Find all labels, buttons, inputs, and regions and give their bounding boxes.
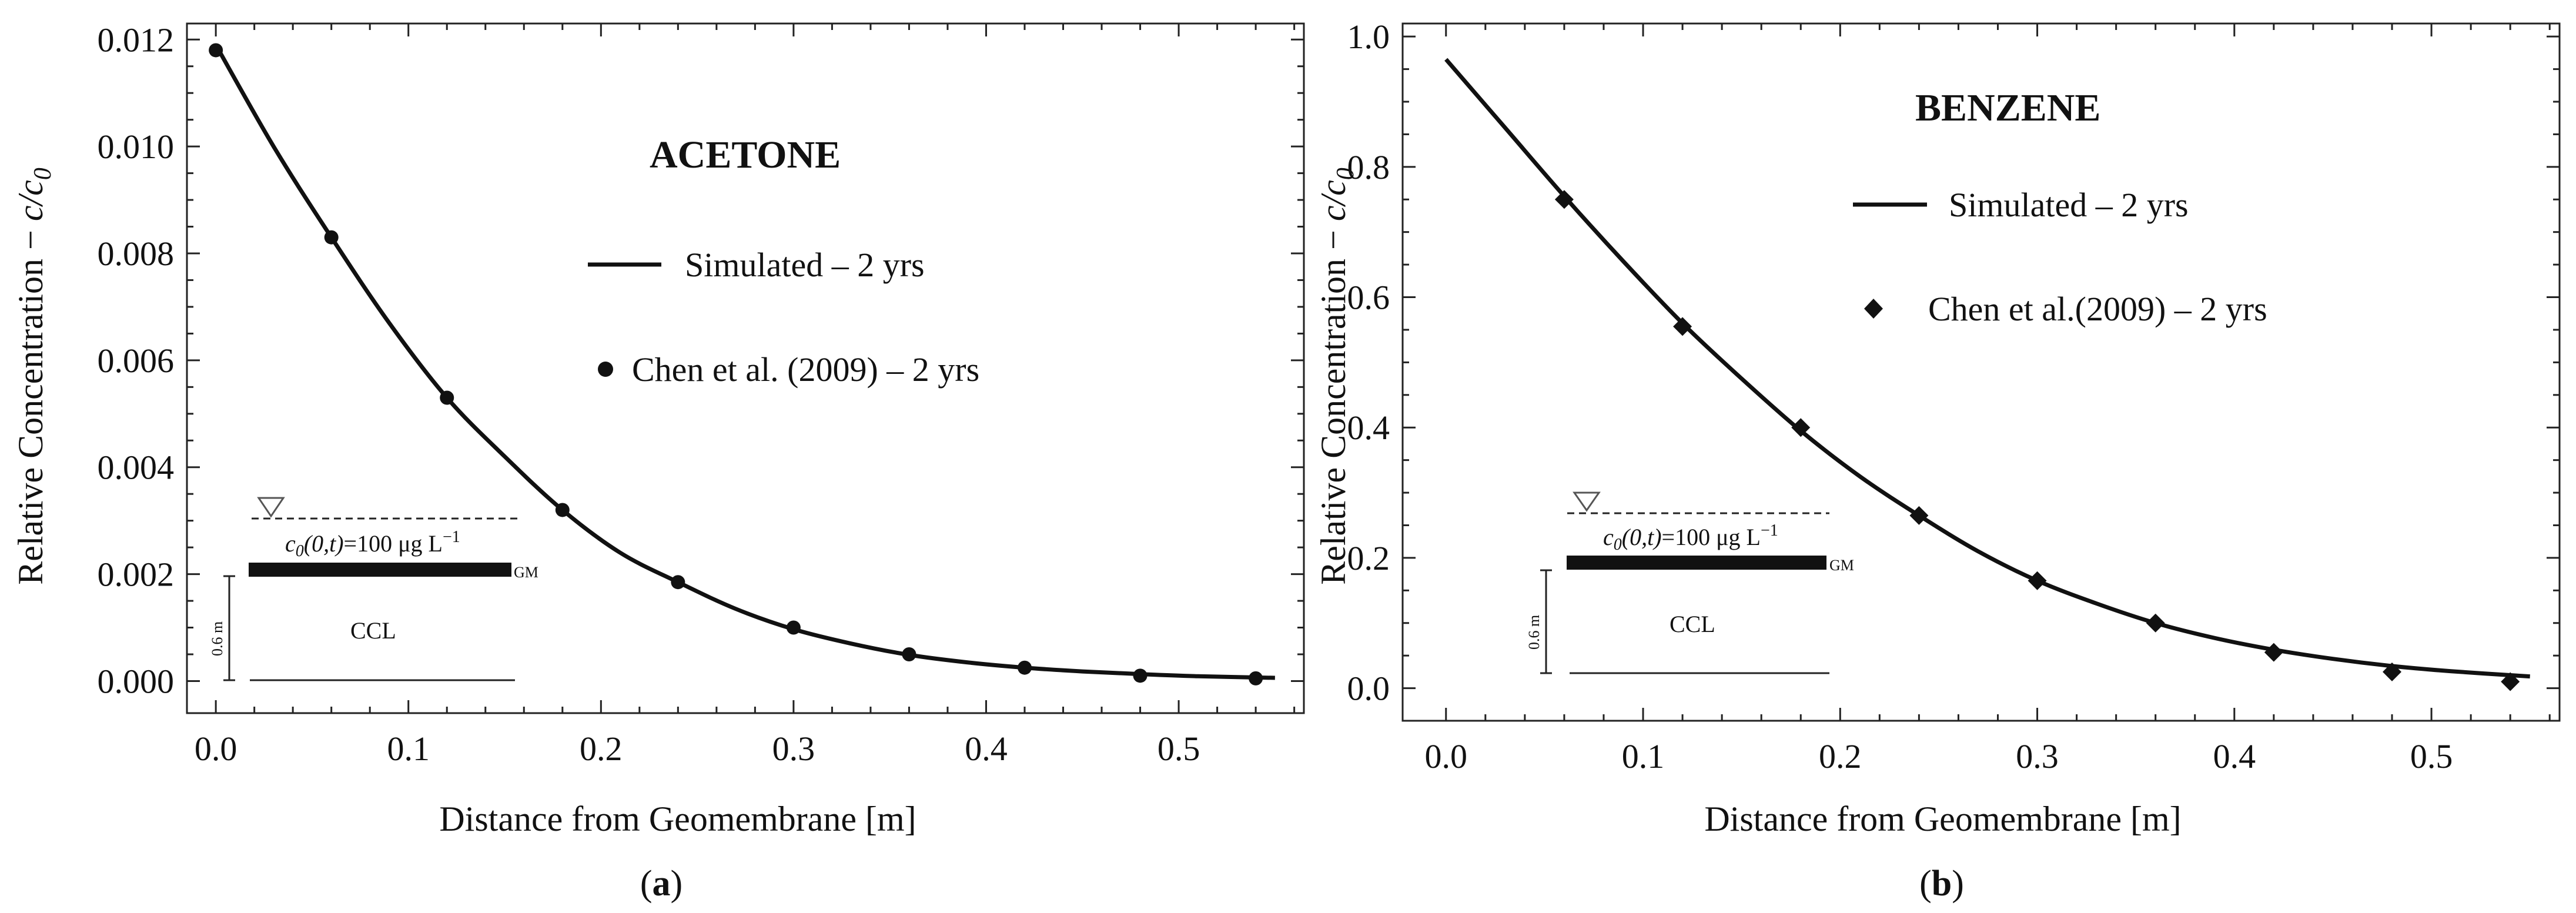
panel-b-y-tick-label: 0.4 bbox=[1347, 409, 1390, 447]
panel-a-y-tick-label: 0.002 bbox=[98, 556, 175, 594]
panel-a-x-tick-label: 0.4 bbox=[965, 730, 1008, 768]
panel-a-title: ACETONE bbox=[650, 133, 841, 176]
panel-a-data-point bbox=[555, 503, 570, 517]
panel-a-legend-label-simulated: Simulated – 2 yrs bbox=[685, 246, 925, 284]
panel-b-x-tick-label: 0.3 bbox=[2016, 737, 2059, 775]
panel-a-data-point bbox=[1249, 671, 1263, 685]
panel-b-data-point bbox=[2383, 662, 2402, 681]
panel-b-y-tick-label: 1.0 bbox=[1347, 18, 1390, 56]
panel-a-y-axis-label: Relative Concentration − c/c0 bbox=[11, 168, 56, 585]
panel-b-inset-gm-label: GM bbox=[1829, 557, 1854, 574]
panel-a-inset-gm-label: GM bbox=[514, 564, 538, 581]
panel-b-title: BENZENE bbox=[1915, 86, 2100, 129]
panel-b-data-point bbox=[2028, 571, 2047, 590]
panel-a-inset-c0-label: c0(0,t)=100 μg L−1 bbox=[285, 528, 460, 560]
panel-a-data-point bbox=[671, 575, 685, 590]
panel-a-data-point bbox=[786, 620, 801, 635]
panel-a-data-point bbox=[902, 647, 916, 661]
panel-b-legend: Simulated – 2 yrs Chen et al.(2009) – 2 … bbox=[1853, 186, 2267, 328]
panel-b-inset-ccl-label: CCL bbox=[1670, 611, 1715, 637]
panel-a-series-simulated-line bbox=[214, 44, 1275, 680]
panel-b-legend-label-simulated: Simulated – 2 yrs bbox=[1949, 186, 2189, 224]
panel-b-y-tick-label: 0.8 bbox=[1347, 148, 1390, 186]
panel-a: 0.0 0.1 0.2 0.3 0.4 0.5 0.000 0.002 0.004 0.006 0.… bbox=[11, 21, 1305, 904]
panel-b-x-tick-label: 0.0 bbox=[1425, 737, 1468, 775]
panel-b-x-axis-label: Distance from Geomembrane [m] bbox=[1704, 800, 2181, 838]
panel-a-inset-thickness-label: 0.6 m bbox=[209, 621, 226, 656]
panel-b-data-point bbox=[2146, 613, 2165, 633]
panel-b-inset-schematic: c0(0,t)=100 μg L−1 GM 0.6 m CCL bbox=[1525, 491, 1854, 674]
panel-b-plot-series bbox=[1444, 58, 2530, 691]
panel-b-series-simulated-line bbox=[1444, 58, 2530, 679]
panel-b-y-axis-label: Relative Concentration − c/c0 bbox=[1314, 168, 1359, 585]
panel-a-inset-ccl-label: CCL bbox=[350, 617, 396, 644]
panel-b-data-point bbox=[1554, 190, 1574, 209]
panel-a-ticks: 0.0 0.1 0.2 0.3 0.4 0.5 0.000 0.002 0.004 0.006 0.… bbox=[98, 21, 1304, 768]
panel-a-data-point bbox=[440, 390, 454, 405]
panel-b-legend-marker-chen bbox=[1864, 299, 1883, 319]
panel-a-legend-marker-chen bbox=[598, 362, 613, 377]
panel-b-ticks: 0.0 0.1 0.2 0.3 0.4 0.5 0.0 0.2 0.4 0.6 0.8 1.0 bbox=[1347, 18, 2560, 775]
panel-a-x-tick-label: 0.0 bbox=[195, 730, 237, 768]
panel-a-x-tick-label: 0.2 bbox=[580, 730, 623, 768]
panel-a-y-tick-label: 0.000 bbox=[98, 662, 175, 700]
panel-b-data-point bbox=[2501, 672, 2520, 691]
panel-a-legend-label-chen: Chen et al. (2009) – 2 yrs bbox=[632, 350, 979, 389]
panel-b-y-tick-label: 0.6 bbox=[1347, 279, 1390, 317]
panel-b-inset-geomembrane bbox=[1567, 556, 1826, 570]
panel-a-caption: (a) bbox=[640, 864, 683, 904]
panel-a-y-tick-label: 0.012 bbox=[98, 21, 175, 59]
panel-b-x-tick-label: 0.1 bbox=[1622, 737, 1665, 775]
water-level-icon bbox=[1573, 491, 1601, 512]
panel-b-legend-label-chen: Chen et al.(2009) – 2 yrs bbox=[1928, 290, 2267, 328]
panel-a-inset-geomembrane bbox=[249, 563, 511, 577]
panel-b-inset-c0-label: c0(0,t)=100 μg L−1 bbox=[1603, 521, 1778, 554]
panel-b-x-tick-label: 0.4 bbox=[2213, 737, 2256, 775]
panel-a-y-tick-label: 0.006 bbox=[98, 342, 175, 380]
panel-a-inset-schematic: c0(0,t)=100 μg L−1 GM 0.6 m CCL bbox=[209, 497, 538, 681]
panel-b-caption: (b) bbox=[1919, 864, 1964, 904]
water-level-icon bbox=[257, 497, 285, 518]
panel-a-x-tick-label: 0.5 bbox=[1157, 730, 1200, 768]
panel-b-x-tick-label: 0.2 bbox=[1819, 737, 1862, 775]
panel-a-legend: Simulated – 2 yrs Chen et al. (2009) – 2… bbox=[588, 246, 979, 389]
panel-a-y-tick-label: 0.004 bbox=[98, 449, 175, 487]
panel-b-y-tick-label: 0.2 bbox=[1347, 539, 1390, 577]
panel-a-data-point bbox=[1133, 668, 1148, 683]
panel-a-x-tick-label: 0.3 bbox=[772, 730, 815, 768]
panel-b: 0.0 0.1 0.2 0.3 0.4 0.5 0.0 0.2 0.4 0.6 0.8 1.0 BEN… bbox=[1314, 18, 2561, 904]
panel-b-y-tick-label: 0.0 bbox=[1347, 670, 1390, 708]
panel-a-data-point bbox=[324, 230, 339, 245]
panel-b-data-point bbox=[2264, 643, 2283, 662]
panel-b-plot-frame bbox=[1401, 22, 2561, 722]
panel-a-data-point bbox=[1018, 660, 1032, 675]
panel-b-data-point bbox=[1673, 317, 1692, 336]
panel-a-x-axis-label: Distance from Geomembrane [m] bbox=[439, 800, 916, 838]
panel-b-inset-thickness-label: 0.6 m bbox=[1525, 615, 1543, 650]
panel-a-data-point bbox=[209, 43, 223, 58]
panel-a-y-tick-label: 0.008 bbox=[98, 235, 175, 273]
panel-a-plot-frame bbox=[186, 22, 1305, 714]
panel-a-y-tick-label: 0.010 bbox=[98, 128, 175, 166]
panel-a-plot-series bbox=[209, 43, 1275, 685]
panel-b-x-tick-label: 0.5 bbox=[2410, 737, 2453, 775]
panel-b-data-point bbox=[1909, 506, 1929, 525]
panel-a-x-tick-label: 0.1 bbox=[387, 730, 430, 768]
panel-b-data-point bbox=[1791, 418, 1811, 437]
